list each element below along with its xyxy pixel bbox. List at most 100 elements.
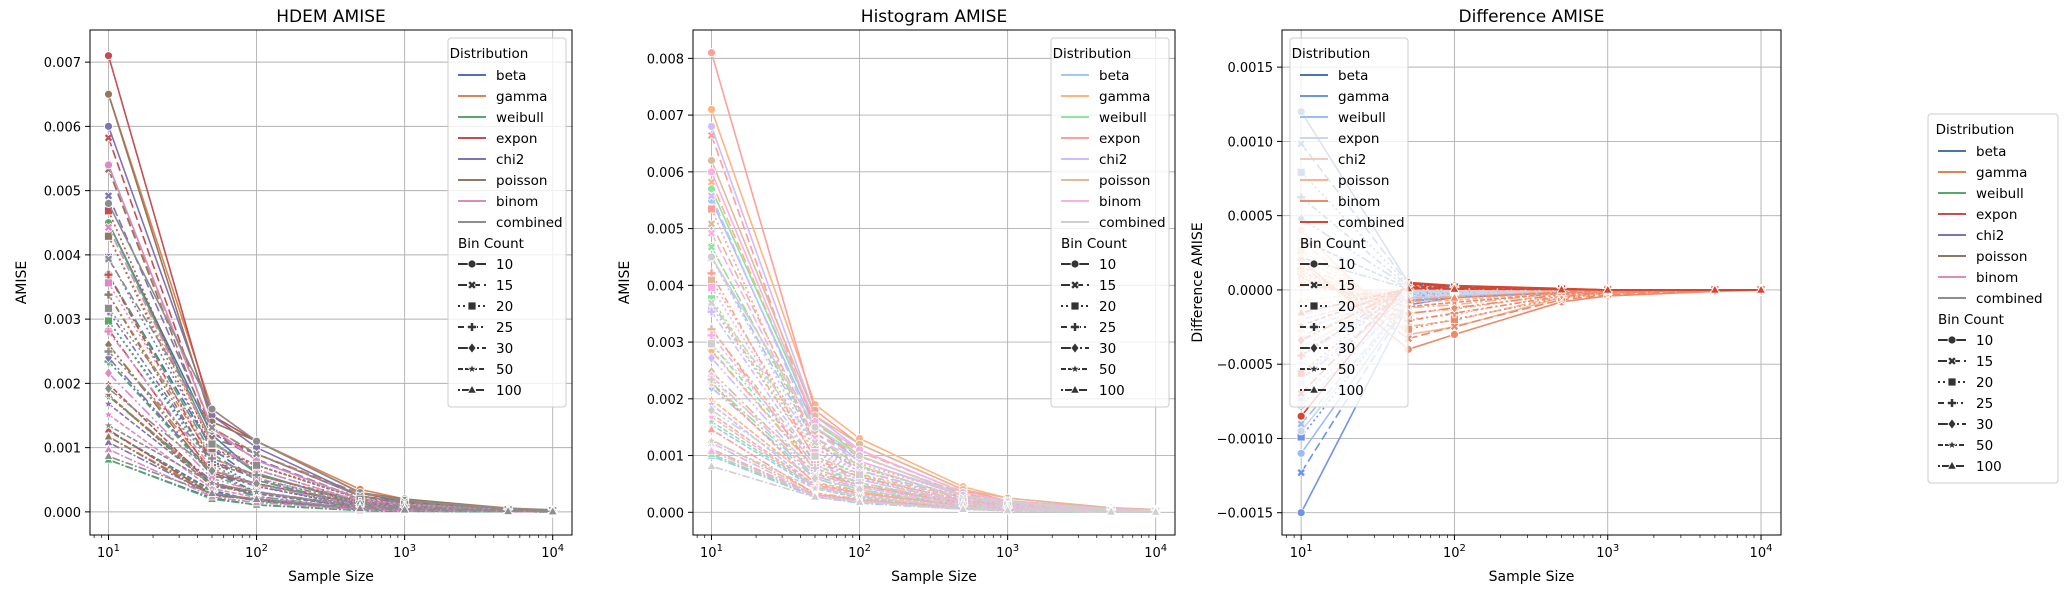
panel-1-point-combined-10 (102, 419, 115, 431)
panel-2-legend: Distribution beta gamma weibull expon chi2 poi… (1050, 37, 1170, 408)
panel-1-point-combined-10 (103, 450, 114, 460)
panel-3-legend: Distribution beta gamma weibull expon chi2 poi… (1289, 37, 1409, 408)
outer-legend-style-marker-50 (1946, 439, 1958, 450)
panel-2-legend-style-marker-10 (1070, 259, 1080, 269)
panel-2-point-combined-50 (809, 491, 821, 501)
panel-2-point-binom-10 (706, 228, 717, 238)
panel-3-xtick-label-2: 103 (1596, 543, 1619, 561)
panel-2-point-combined-50 (810, 451, 820, 461)
panel-3-xtick-label-0: 101 (1290, 543, 1313, 561)
panel-1-legend-style-label-10: 10 (496, 257, 513, 273)
panel-2-point-poisson-10 (706, 219, 717, 229)
panel-3: 101 102 103 104 −0.0015 −0.0010 −0.0005 0.0000 0… (1190, 7, 1782, 585)
panel-1-point-expon-10 (103, 133, 114, 143)
outer-legend-style-marker-25 (1947, 398, 1957, 408)
panel-1-legend-label-chi2: chi2 (496, 152, 524, 168)
panel-1-point-expon-10 (104, 51, 113, 61)
panel-1-point-combined-50 (206, 477, 218, 488)
panel-2-legend-style-marker-100 (1069, 384, 1081, 394)
panel-2-point-binom-10 (705, 411, 718, 422)
panel-2-ylabel: AMISE (617, 261, 633, 305)
panel-3-legend-style-marker-15 (1309, 280, 1319, 290)
panel-2-point-combined-10 (707, 339, 716, 349)
panel-1-point-combined-10 (103, 254, 114, 264)
panel-2-point-poisson-10 (707, 156, 716, 165)
panel-1-point-binom-10 (103, 367, 114, 379)
panel-2-ytick-label-0: 0.000 (647, 506, 684, 521)
panel-1-point-binom-10 (102, 408, 115, 420)
panel-3-xlabel: Sample Size (1489, 569, 1575, 585)
panel-2-ytick-label-7: 0.007 (647, 109, 684, 124)
panel-2-legend-style-label-50: 50 (1099, 362, 1116, 378)
panel-1-point-poisson-10 (104, 89, 113, 99)
panel-1-legend-style-label-30: 30 (496, 341, 513, 357)
panel-1-xtick-label-1: 102 (245, 543, 268, 561)
panel-2-point-combined-5000 (1106, 506, 1117, 516)
panel-3-legend-label-expon: expon (1338, 131, 1379, 147)
panel-3-frame (1281, 29, 1782, 536)
outer-legend-label-gamma: gamma (1976, 165, 2027, 181)
outer-legend-style-label-30: 30 (1976, 417, 1993, 433)
panel-3-legend-hue-title: Distribution (1292, 46, 1371, 62)
panel-3-legend-label-chi2: chi2 (1338, 152, 1366, 168)
panel-1-legend-hue-title: Distribution (450, 46, 529, 62)
panel-1-point-combined-10 (103, 346, 114, 357)
panel-3-ytick-label-6: 0.0015 (1228, 61, 1274, 76)
panel-2-point-expon-10 (706, 423, 717, 434)
panel-2-point-combined-10 (707, 252, 716, 262)
panel-1-legend-label-combined: combined (496, 215, 563, 231)
panel-1-legend-style-title: Bin Count (458, 236, 524, 252)
panel-2-legend-label-poisson: poisson (1099, 173, 1150, 189)
panel-1-legend-style-label-15: 15 (496, 278, 513, 294)
panel-3-point-combined-10000 (1755, 284, 1767, 294)
panel-1-xlabel: Sample Size (288, 569, 374, 585)
outer-legend-label-beta: beta (1976, 144, 2006, 160)
panel-2-legend-label-binom: binom (1099, 194, 1141, 210)
panel-1-legend-style-marker-25 (467, 322, 477, 332)
panel-1-point-combined-5000 (503, 505, 514, 515)
panel-1-point-binom-10 (103, 326, 114, 337)
panel-1-point-combined-1000 (399, 504, 410, 514)
panel-1-legend-label-beta: beta (496, 68, 526, 84)
panel-1-legend-style-label-25: 25 (496, 320, 513, 336)
panel-1-point-chi2-10 (102, 397, 115, 409)
panel-2: 101 102 103 104 0.000 0.001 0.002 0.003 0.004 0.0… (617, 7, 1176, 585)
panel-2-ytick-label-3: 0.003 (647, 336, 684, 351)
panel-1-legend: Distribution beta gamma weibull expon chi2 poi… (447, 37, 567, 408)
panel-2-ytick-label-8: 0.008 (647, 52, 684, 67)
outer-legend-style-marker-30 (1947, 418, 1957, 430)
panel-3-legend-label-gamma: gamma (1338, 89, 1389, 105)
panel-3-legend-label-weibull: weibull (1338, 110, 1386, 126)
panel-2-point-weibull-10 (706, 242, 717, 252)
panel-2-legend-label-weibull: weibull (1099, 110, 1147, 126)
panel-1-legend-style-label-20: 20 (496, 299, 513, 315)
outer-legend-style-label-10: 10 (1976, 333, 1993, 349)
panel-2-point-combined-10 (706, 460, 717, 470)
panel-3-point-binom-100 (1450, 330, 1459, 339)
panel-2-point-chi2-10 (706, 352, 717, 364)
panel-2-frame (692, 29, 1176, 536)
outer-legend-label-expon: expon (1976, 207, 2017, 223)
panel-1-point-poisson-10 (103, 289, 114, 300)
outer-legend-style-label-25: 25 (1976, 396, 1993, 412)
panel-2-legend-style-label-30: 30 (1099, 341, 1116, 357)
panel-1-point-combined-100 (251, 470, 262, 480)
panel-2-point-combined-50 (809, 482, 821, 494)
panel-1-point-combined-100 (251, 449, 262, 459)
panel-1-point-combined-10 (103, 382, 114, 395)
panel-1-legend-style-marker-30 (467, 342, 477, 354)
panel-2-plot-area (705, 48, 1162, 518)
panel-3-legend-style-title: Bin Count (1300, 236, 1366, 252)
panel-2-point-chi2-10 (706, 191, 717, 201)
panel-1-plot-area (102, 51, 559, 518)
panel-1-legend-style-label-100: 100 (496, 383, 522, 399)
panel-2-point-expon-10 (707, 48, 716, 58)
panel-1-point-binom-10 (103, 222, 114, 233)
panel-3-point-combined-10 (1296, 411, 1306, 421)
panel-3-legend-style-label-20: 20 (1338, 299, 1355, 315)
panel-2-point-binom-10 (706, 445, 717, 455)
panel-3-point-gamma-10 (1296, 467, 1306, 478)
panel-1-legend-style-marker-50 (466, 363, 478, 374)
panel-2-legend-style-label-15: 15 (1099, 278, 1116, 294)
panel-2-point-combined-10 (705, 434, 718, 446)
